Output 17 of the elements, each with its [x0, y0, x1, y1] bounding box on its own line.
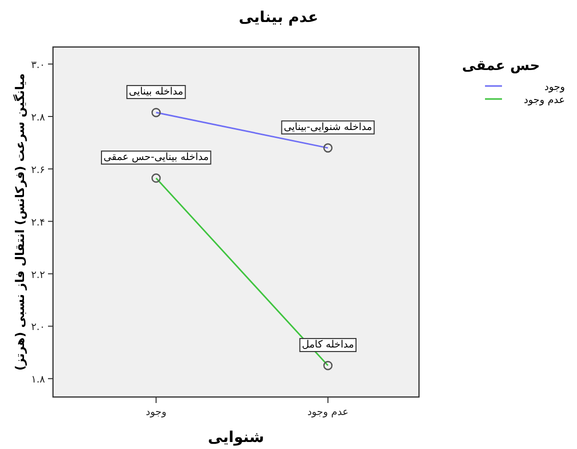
annotation: مداخله بینایی-حس عمقی — [103, 152, 209, 164]
y-tick-label: ۲.۶ — [31, 164, 45, 176]
annotation: مداخله بینایی — [128, 86, 184, 98]
y-tick-label: ۳.۰ — [31, 60, 45, 72]
legend-title: حس عمقی — [462, 58, 540, 74]
text: وجود — [544, 82, 566, 93]
y-tick-label: ۲.۰ — [31, 322, 45, 334]
annotation: مداخله کامل — [302, 340, 354, 351]
annotation: مداخله شنوایی-بینایی — [284, 122, 372, 133]
y-axis-title: میانگین سرعت (فرکانس) انتقال فاز نسبی (هرتز) — [13, 73, 27, 371]
y-tick-label: ۲.۴ — [31, 217, 45, 228]
chart-title: عدم بینایی — [238, 8, 318, 26]
legend-label: عدم وجود — [524, 95, 565, 106]
y-tick-label: ۲.۸ — [31, 112, 46, 124]
x-axis-title: شنوایی — [208, 428, 264, 446]
y-tick-label: ۲.۲ — [31, 270, 45, 281]
y-tick-label: ۱.۸ — [31, 374, 46, 386]
